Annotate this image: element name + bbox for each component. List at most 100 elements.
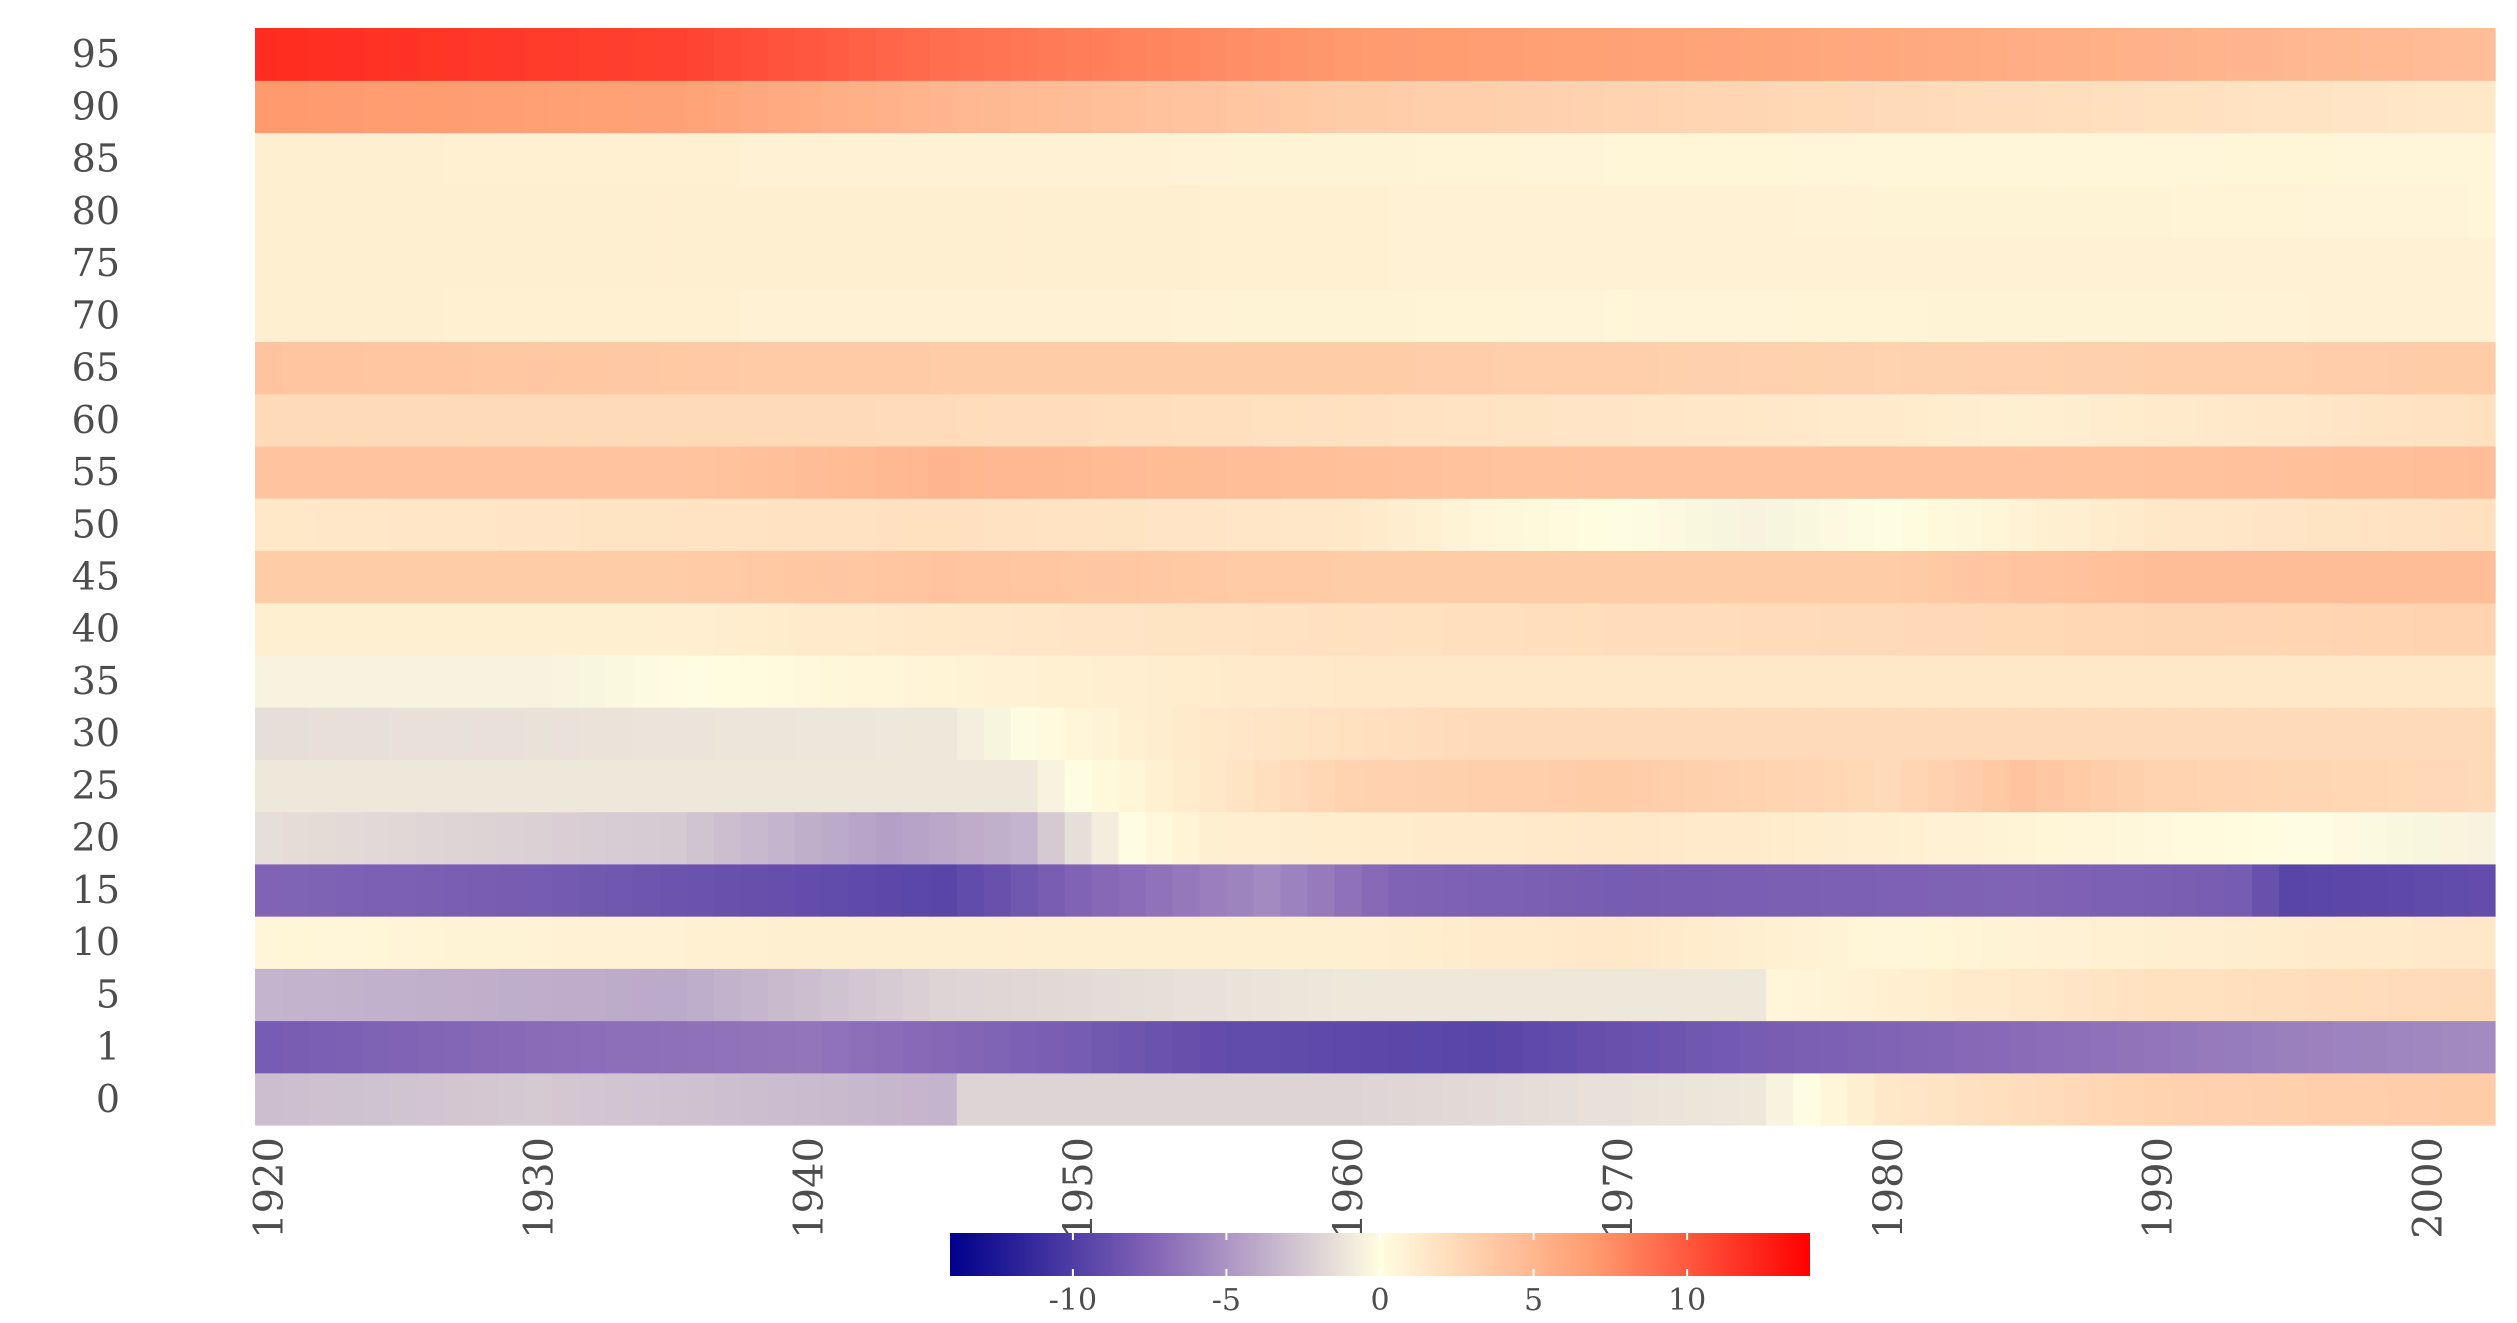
heatmap-cell <box>2333 654 2361 708</box>
heatmap-cell <box>362 236 391 290</box>
heatmap-cell <box>848 1020 877 1074</box>
heatmap-cell <box>1739 968 1767 1022</box>
heatmap-cell <box>1010 184 1039 238</box>
heatmap-cell <box>389 707 418 760</box>
heatmap-cell <box>2090 759 2118 813</box>
heatmap-cell <box>1172 445 1201 499</box>
heatmap-cell <box>1037 1072 1066 1126</box>
heatmap-cell <box>524 28 553 81</box>
heatmap-cell <box>1118 759 1147 813</box>
heatmap-cell <box>524 341 553 395</box>
heatmap-cell <box>902 445 931 499</box>
heatmap-cell <box>1415 236 1444 290</box>
heatmap-cell <box>1226 80 1255 134</box>
heatmap-cell <box>2198 80 2226 134</box>
heatmap-cell <box>2360 968 2388 1022</box>
heatmap-cell <box>1415 184 1444 238</box>
heatmap-cell <box>767 759 796 813</box>
heatmap-cell <box>2468 132 2496 186</box>
heatmap-cell <box>2144 80 2172 134</box>
heatmap-cell <box>551 863 580 917</box>
heatmap-cell <box>1280 863 1309 917</box>
heatmap-cell <box>2063 602 2091 656</box>
heatmap-cell <box>1091 445 1120 499</box>
heatmap-cell <box>1253 341 1282 395</box>
heatmap-cell <box>902 80 931 134</box>
heatmap-cell <box>1820 1020 1848 1074</box>
heatmap-cell <box>2252 602 2280 656</box>
heatmap-cell <box>335 80 364 134</box>
heatmap-cell <box>1253 550 1282 604</box>
heatmap-cell <box>740 863 769 917</box>
heatmap-cell <box>1712 341 1740 395</box>
heatmap-cell <box>2117 759 2145 813</box>
heatmap-cell <box>983 184 1012 238</box>
heatmap-cell <box>1037 236 1066 290</box>
heatmap-cell <box>2171 28 2199 81</box>
heatmap-cell <box>632 80 661 134</box>
heatmap-cell <box>1118 550 1147 604</box>
heatmap-cell <box>416 916 445 969</box>
heatmap-cell <box>1253 132 1282 186</box>
heatmap-cell <box>713 916 742 969</box>
heatmap-cell <box>1604 916 1632 969</box>
heatmap-cell <box>2144 28 2172 81</box>
heatmap-cell <box>578 445 607 499</box>
heatmap-cell <box>1469 393 1498 447</box>
heatmap-cell <box>497 863 526 917</box>
heatmap-cell <box>2414 811 2442 865</box>
heatmap-cell <box>551 132 580 186</box>
heatmap-cell <box>2171 654 2199 708</box>
heatmap-cell <box>497 759 526 813</box>
heatmap-cell <box>2387 289 2415 343</box>
x-tick-label: 1980 <box>1866 1137 1912 1239</box>
heatmap-cell <box>713 184 742 238</box>
heatmap-cell <box>443 28 472 81</box>
heatmap-cell <box>1172 1020 1201 1074</box>
heatmap-cell <box>2387 184 2415 238</box>
heatmap-cell <box>2198 289 2226 343</box>
heatmap-cell <box>956 445 985 499</box>
heatmap-cell <box>1874 393 1902 447</box>
heatmap-cell <box>1604 132 1632 186</box>
heatmap-cell <box>767 289 796 343</box>
heatmap-cell <box>902 1020 931 1074</box>
heatmap-cell <box>875 654 904 708</box>
heatmap-cell <box>2252 236 2280 290</box>
heatmap-cell <box>1415 132 1444 186</box>
heatmap-cell <box>1091 80 1120 134</box>
heatmap-cell <box>497 341 526 395</box>
heatmap-cell <box>1118 393 1147 447</box>
heatmap-cell <box>443 132 472 186</box>
heatmap-cell <box>2387 28 2415 81</box>
heatmap-cell <box>281 289 310 343</box>
heatmap-cell <box>1118 289 1147 343</box>
heatmap-cell <box>2387 916 2415 969</box>
heatmap-cell <box>1307 654 1336 708</box>
heatmap-cell <box>686 916 715 969</box>
heatmap-cell <box>2144 759 2172 813</box>
heatmap-cell <box>1199 445 1228 499</box>
heatmap-cell <box>2333 184 2361 238</box>
heatmap-cell <box>443 393 472 447</box>
heatmap-cell <box>1847 759 1875 813</box>
heatmap-cell <box>255 1072 283 1126</box>
heatmap-cell <box>1496 132 1525 186</box>
heatmap-cell <box>659 132 688 186</box>
heatmap-cell <box>443 289 472 343</box>
heatmap-cell <box>2252 968 2280 1022</box>
heatmap-cell <box>659 759 688 813</box>
heatmap-cell <box>1334 236 1363 290</box>
heatmap-cell <box>443 184 472 238</box>
x-tick-label: 1940 <box>786 1137 832 1239</box>
heatmap-cell <box>2090 498 2118 551</box>
heatmap-cell <box>686 968 715 1022</box>
heatmap-cell <box>2171 80 2199 134</box>
heatmap-cell <box>821 1072 850 1126</box>
heatmap-cell <box>1388 445 1417 499</box>
heatmap-cell <box>2090 968 2118 1022</box>
heatmap-cell <box>1010 132 1039 186</box>
heatmap-cell <box>1604 759 1632 813</box>
heatmap-cell <box>416 445 445 499</box>
heatmap-cell <box>1118 707 1147 760</box>
